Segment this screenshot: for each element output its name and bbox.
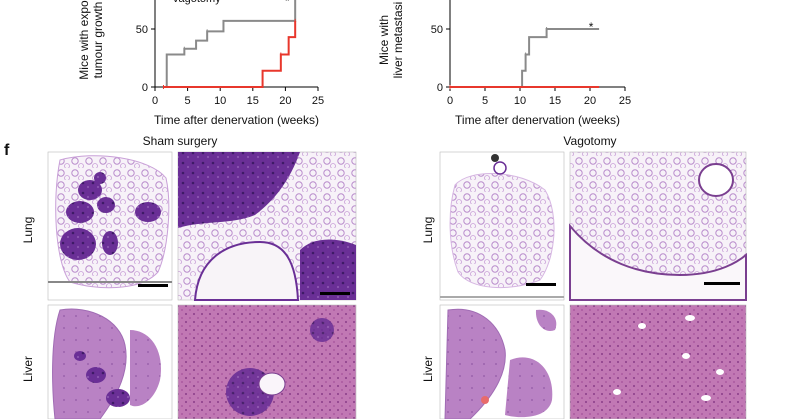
vagotomy-lung-detail bbox=[569, 151, 747, 301]
vagotomy-liver-overview bbox=[439, 304, 565, 419]
x-tick-label: 5 bbox=[482, 95, 488, 107]
y-axis-label: Mice with bbox=[377, 15, 391, 65]
x-tick-label: 0 bbox=[447, 95, 453, 107]
y-tick-label: 50 bbox=[136, 24, 148, 36]
y-tick-label: 0 bbox=[142, 82, 148, 94]
series-line-gray bbox=[163, 0, 297, 88]
header-sham-surgery: Sham surgery bbox=[142, 134, 218, 148]
y-axis-label: liver metastasi bbox=[391, 2, 405, 79]
x-axis-label: Time after denervation (weeks) bbox=[455, 113, 620, 127]
row-label-liver-left: Liver bbox=[21, 356, 35, 383]
row-label-lung-right: Lung bbox=[421, 216, 435, 244]
x-tick-label: 25 bbox=[312, 95, 324, 107]
significance-asterisk: * bbox=[589, 20, 594, 34]
vagotomy-liver-detail bbox=[569, 304, 747, 419]
y-tick-label: 50 bbox=[431, 24, 443, 36]
x-tick-label: 25 bbox=[619, 95, 631, 107]
sham-liver-overview bbox=[47, 304, 173, 419]
row-label-lung-left: Lung bbox=[21, 216, 35, 244]
x-tick-label: 5 bbox=[185, 95, 191, 107]
vagotomy-lung-overview bbox=[439, 151, 565, 301]
x-tick-label: 15 bbox=[247, 95, 259, 107]
y-axis-label: Mice with expo bbox=[77, 0, 91, 80]
x-tick-label: 0 bbox=[152, 95, 158, 107]
sham-lung-overview bbox=[47, 151, 173, 301]
sham-liver-detail bbox=[177, 304, 357, 419]
x-tick-label: 20 bbox=[279, 95, 291, 107]
series-line-gray bbox=[450, 28, 600, 88]
x-tick-label: 10 bbox=[214, 95, 226, 107]
y-tick-label: 0 bbox=[437, 82, 443, 94]
x-axis-label: Time after denervation (weeks) bbox=[154, 113, 319, 127]
significance-asterisk: * bbox=[285, 0, 290, 8]
x-tick-label: 15 bbox=[549, 95, 561, 107]
x-tick-label: 20 bbox=[584, 95, 596, 107]
header-vagotomy: Vagotomy bbox=[563, 134, 617, 148]
sham-lung-detail bbox=[177, 151, 357, 301]
scale-bar bbox=[138, 284, 168, 287]
x-tick-label: 10 bbox=[514, 95, 526, 107]
panel-letter-f: f bbox=[4, 142, 10, 159]
row-label-liver-right: Liver bbox=[421, 356, 435, 383]
y-axis-label: tumour growth bbox=[91, 2, 105, 79]
legend-vagotomy: Vagotomy bbox=[172, 0, 221, 5]
